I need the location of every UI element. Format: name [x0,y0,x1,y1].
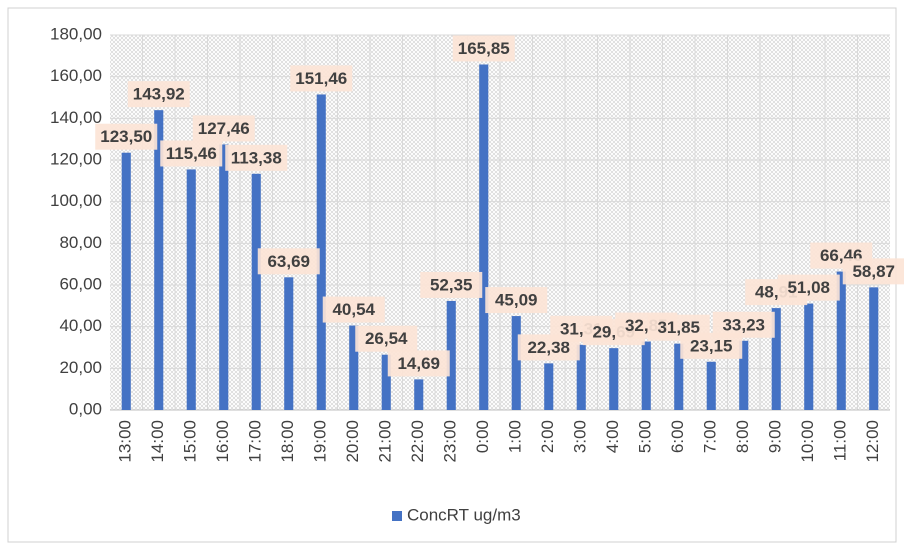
bar [251,173,261,410]
bar [414,379,424,410]
legend-swatch [392,511,402,521]
data-label-box [777,274,840,301]
data-label: 22,38 [527,338,570,357]
data-label-box [452,35,515,62]
x-tick-label: 16:00 [213,420,232,463]
x-tick-label: 0:00 [473,420,492,453]
data-label: 58,87 [852,262,895,281]
bar [511,316,521,410]
y-tick-label: 0,00 [69,399,102,418]
data-label-box [192,115,255,142]
x-tick-label: 6:00 [668,420,687,453]
data-label: 26,54 [365,329,408,348]
data-label: 31,85 [657,318,700,337]
legend-label: ConcRT ug/m3 [407,505,521,524]
x-tick-label: 8:00 [733,420,752,453]
data-label-box [842,258,904,285]
data-label: 123,50 [100,127,152,146]
data-label-box [127,81,190,108]
data-label: 40,54 [332,300,375,319]
data-label-box [420,271,483,298]
x-tick-label: 20:00 [343,420,362,463]
bar [121,152,131,411]
x-tick-label: 4:00 [603,420,622,453]
data-label: 151,46 [295,69,347,88]
data-label: 143,92 [133,85,185,104]
data-label-box [160,140,223,167]
bar [674,343,684,410]
x-tick-label: 9:00 [766,420,785,453]
x-tick-label: 1:00 [506,420,525,453]
bar [186,169,196,410]
y-tick-label: 140,00 [50,108,102,127]
x-tick-label: 11:00 [831,420,850,461]
x-tick-label: 18:00 [278,420,297,463]
data-label: 45,09 [495,291,538,310]
bar [479,64,489,411]
x-tick-label: 5:00 [636,420,655,453]
bar [771,308,781,410]
x-tick-label: 15:00 [181,420,200,463]
x-tick-label: 7:00 [701,420,720,453]
x-tick-label: 23:00 [441,420,460,463]
bar [869,287,879,410]
data-label-box [485,287,548,314]
bar [836,271,846,410]
bar [641,341,651,410]
data-label: 14,69 [397,354,440,373]
bar [739,340,749,410]
x-tick-label: 3:00 [571,420,590,453]
data-label-box [322,296,385,323]
bar [706,361,716,410]
data-label: 165,85 [458,39,510,58]
y-tick-label: 100,00 [50,191,102,210]
x-tick-label: 22:00 [408,420,427,463]
data-label: 115,46 [166,144,217,163]
data-label-box [355,325,418,352]
bar [284,277,294,410]
y-tick-label: 180,00 [50,24,102,43]
data-label-box [387,350,450,377]
data-label-box [257,248,320,275]
x-tick-label: 13:00 [116,420,135,463]
bar [349,325,359,410]
bar [544,363,554,410]
x-tick-label: 19:00 [311,420,330,463]
data-label: 23,15 [690,336,733,355]
y-tick-label: 60,00 [59,274,102,293]
bar [154,110,164,411]
data-label: 33,23 [722,315,765,334]
x-tick-label: 2:00 [538,420,557,453]
bar [381,354,391,410]
y-tick-label: 160,00 [50,66,102,85]
data-label: 52,35 [430,275,473,294]
data-label: 127,46 [198,119,250,138]
x-tick-label: 21:00 [376,420,395,463]
data-label: 51,08 [787,278,830,297]
bar [576,344,586,410]
bar [609,348,619,410]
x-tick-label: 12:00 [863,420,882,463]
x-tick-label: 14:00 [148,420,167,463]
y-tick-label: 20,00 [59,358,102,377]
y-tick-label: 40,00 [59,316,102,335]
data-label-box [290,65,353,92]
bar [316,94,326,410]
y-tick-label: 120,00 [50,149,102,168]
data-label-box [95,123,158,150]
bar [804,303,814,410]
data-label: 113,38 [231,148,282,167]
x-tick-label: 10:00 [798,420,817,463]
data-label-box [712,311,775,338]
y-tick-label: 80,00 [59,233,102,252]
data-label: 63,69 [267,252,310,271]
bar [219,144,229,411]
x-tick-label: 17:00 [246,420,265,463]
data-label-box [225,144,288,171]
bar [446,300,456,410]
